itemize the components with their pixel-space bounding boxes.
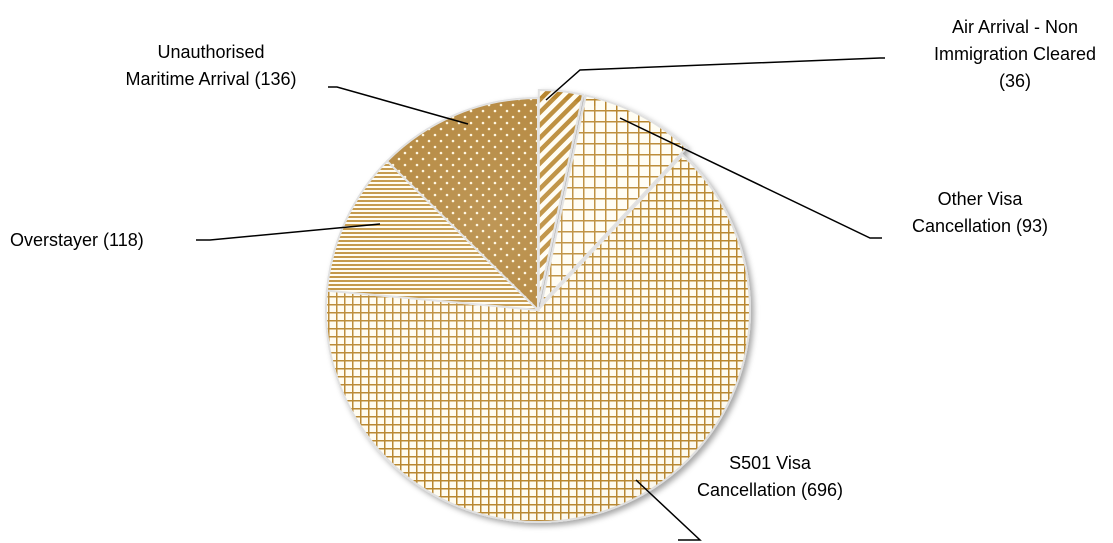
slice-label: Other Visa xyxy=(938,189,1024,209)
slice-label: (36) xyxy=(999,71,1031,91)
slice-label: S501 Visa xyxy=(729,453,812,473)
leader-line xyxy=(619,117,882,239)
slice-label: Overstayer (118) xyxy=(10,230,144,250)
leader-line xyxy=(328,86,469,125)
slice-label: Maritime Arrival (136) xyxy=(125,69,296,89)
pie-slices xyxy=(325,89,751,523)
slice-label: Immigration Cleared xyxy=(934,44,1096,64)
slice-labels: Air Arrival - Non Immigration Cleared (36)… xyxy=(10,17,1096,500)
slice-label: Cancellation (93) xyxy=(912,216,1048,236)
slice-label: Cancellation (696) xyxy=(697,480,843,500)
slice-label: Unauthorised xyxy=(157,42,264,62)
slice-label: Air Arrival - Non xyxy=(952,17,1078,37)
leader-line xyxy=(545,57,885,101)
leader-line xyxy=(196,223,381,241)
leader-lines xyxy=(196,57,885,541)
leader-line xyxy=(635,479,702,541)
